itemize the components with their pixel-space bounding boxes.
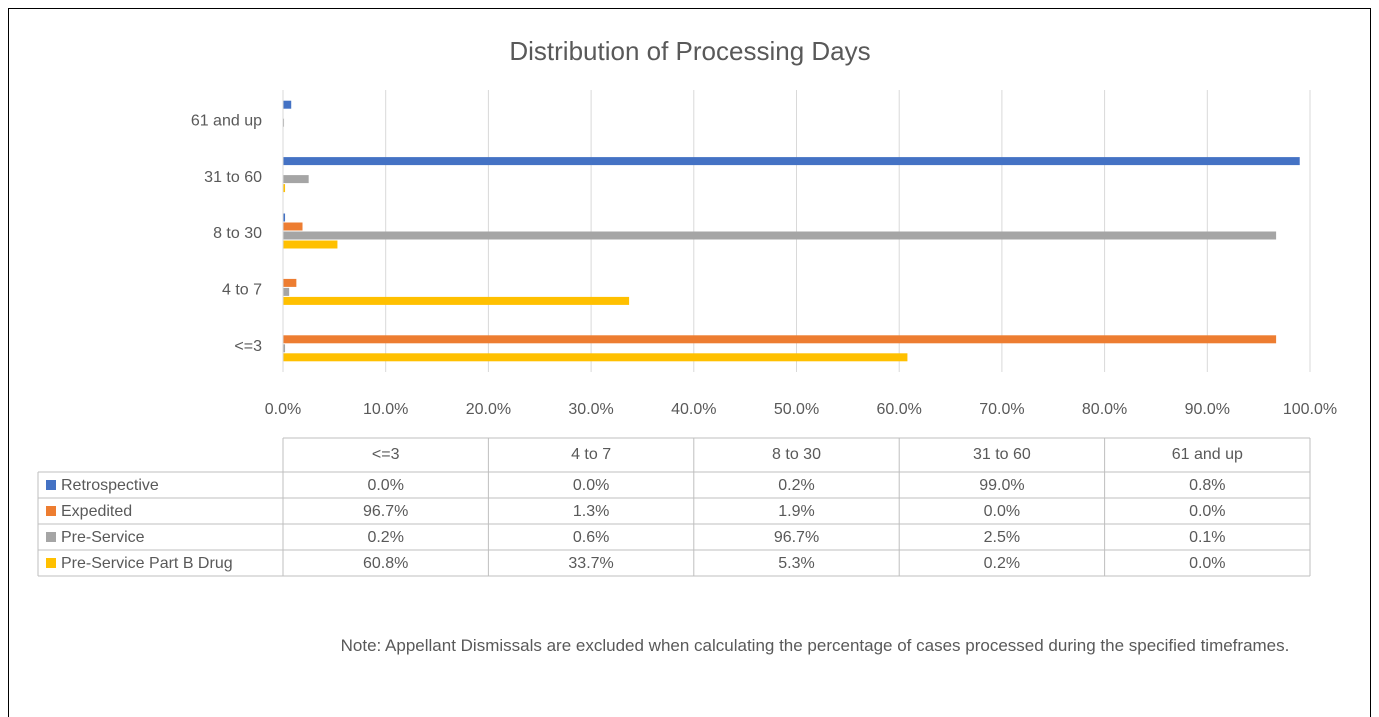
legend-label: Pre-Service Part B Drug [61, 555, 233, 572]
bar [283, 231, 1277, 240]
table-cell: 0.0% [984, 503, 1020, 520]
bar [283, 175, 309, 184]
note: Note: Appellant Dismissals are excluded … [340, 636, 1290, 655]
x-tick-label: 90.0% [1185, 401, 1230, 418]
x-tick-label: 0.0% [265, 401, 301, 418]
table-header: <=3 [372, 446, 400, 463]
table-cell: 60.8% [363, 555, 408, 572]
bar [283, 222, 303, 231]
table-cell: 0.0% [1189, 555, 1225, 572]
table-cell: 1.3% [573, 503, 609, 520]
bar [283, 184, 286, 193]
legend-swatch [46, 558, 56, 568]
table-cell: 0.2% [984, 555, 1020, 572]
legend-label: Pre-Service [61, 529, 145, 546]
table-header: 4 to 7 [571, 446, 611, 463]
x-tick-label: 30.0% [568, 401, 613, 418]
chart-title: Distribution of Processing Days [509, 36, 870, 66]
table-cell: 0.0% [573, 477, 609, 494]
bar [283, 335, 1277, 344]
y-tick-label: 31 to 60 [204, 169, 262, 186]
x-tick-label: 70.0% [979, 401, 1024, 418]
table-cell: 0.0% [367, 477, 403, 494]
bar [283, 213, 286, 222]
x-tick-label: 40.0% [671, 401, 716, 418]
x-tick-label: 60.0% [877, 401, 922, 418]
table-cell: 5.3% [778, 555, 814, 572]
table-cell: 0.2% [367, 529, 403, 546]
bar [283, 287, 290, 296]
y-tick-label: <=3 [234, 338, 262, 355]
table-cell: 1.9% [778, 503, 814, 520]
table-cell: 0.1% [1189, 529, 1225, 546]
legend-swatch [46, 506, 56, 516]
table-cell: 2.5% [984, 529, 1020, 546]
table-header: 8 to 30 [772, 446, 821, 463]
x-tick-label: 80.0% [1082, 401, 1127, 418]
y-tick-label: 8 to 30 [213, 225, 262, 242]
table-cell: 0.2% [778, 477, 814, 494]
bar [283, 118, 285, 127]
table-header: 61 and up [1172, 446, 1243, 463]
table-cell: 33.7% [568, 555, 613, 572]
table-cell: 0.8% [1189, 477, 1225, 494]
table-cell: 0.0% [1189, 503, 1225, 520]
bar [283, 157, 1300, 166]
frame [8, 8, 1371, 717]
legend-label: Expedited [61, 503, 132, 520]
table-cell: 96.7% [774, 529, 819, 546]
bar [283, 353, 908, 362]
bar [283, 344, 286, 353]
table-cell: 99.0% [979, 477, 1024, 494]
table-cell: 0.6% [573, 529, 609, 546]
bar [283, 100, 292, 109]
table-header: 31 to 60 [973, 446, 1031, 463]
y-tick-label: 61 and up [191, 112, 262, 129]
legend-swatch [46, 480, 56, 490]
legend-label: Retrospective [61, 477, 159, 494]
x-tick-label: 10.0% [363, 401, 408, 418]
table-cell: 96.7% [363, 503, 408, 520]
bar [283, 278, 297, 287]
x-tick-label: 20.0% [466, 401, 511, 418]
x-tick-label: 100.0% [1283, 401, 1337, 418]
bar [283, 296, 630, 305]
bar [283, 240, 338, 249]
y-tick-label: 4 to 7 [222, 282, 262, 299]
legend-swatch [46, 532, 56, 542]
x-tick-label: 50.0% [774, 401, 819, 418]
